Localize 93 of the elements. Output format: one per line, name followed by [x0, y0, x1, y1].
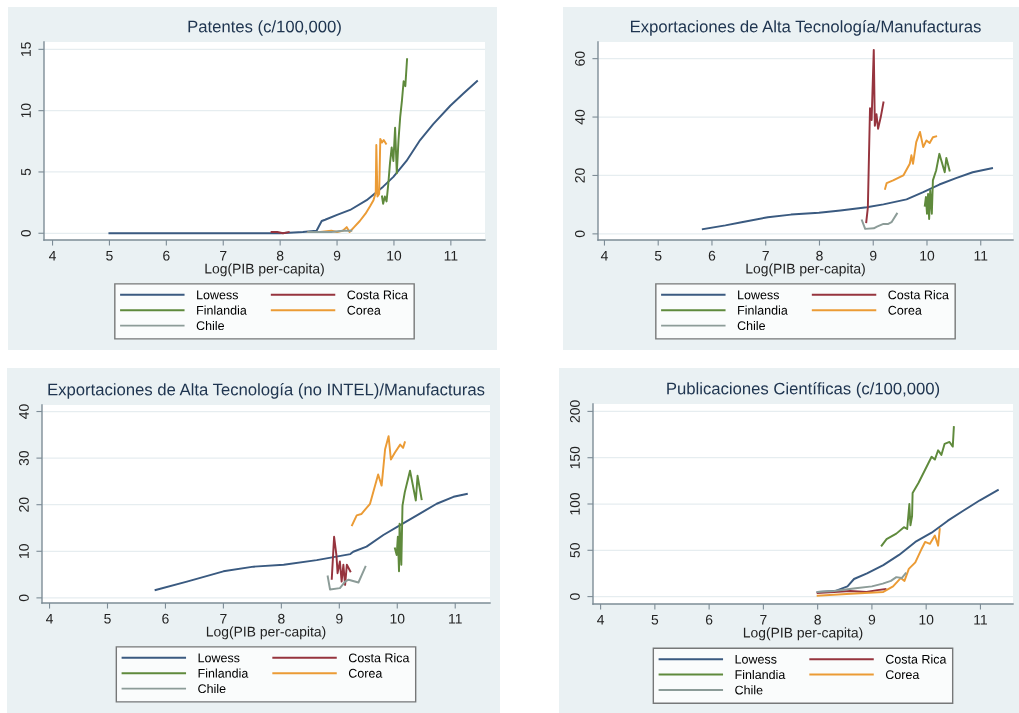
- y-tick-label: 40: [575, 109, 585, 125]
- y-tick-label: 20: [19, 497, 29, 512]
- x-tick-label: 4: [600, 250, 608, 261]
- x-tick-label: 8: [816, 250, 823, 261]
- legend-label: Costa Rica: [347, 290, 408, 300]
- legend-label: Finlandia: [197, 305, 247, 315]
- legend-label: Chile: [735, 685, 763, 695]
- x-tick-label: 6: [705, 614, 713, 625]
- x-axis-title: Log(PIB per-capita): [746, 263, 865, 277]
- line-series: [108, 80, 478, 235]
- x-tick-label: 9: [336, 613, 343, 624]
- y-tick-label: 0: [21, 229, 31, 237]
- legend-label: Lowess: [197, 290, 238, 300]
- x-tick-label: 10: [919, 614, 934, 625]
- y-tick-label: 100: [570, 492, 580, 515]
- line-series: [326, 565, 367, 591]
- y-tick-label: 0: [19, 594, 29, 602]
- chart-title: Exportaciones de Alta Tecnología (no INTEL)/Manufacturas: [48, 383, 485, 399]
- y-tick-label: 0: [575, 230, 585, 238]
- x-tick-label: 6: [162, 613, 169, 624]
- y-tick-label: 20: [575, 168, 585, 183]
- x-tick-label: 9: [870, 250, 877, 261]
- x-tick-label: 11: [449, 613, 462, 624]
- chart-title: Publicaciones Científicas (c/100,000): [667, 382, 940, 398]
- line-series: [860, 212, 898, 230]
- x-tick-label: 6: [708, 250, 716, 261]
- y-tick-label: 5: [21, 168, 31, 176]
- legend-label: Chile: [196, 320, 224, 331]
- legend-label: Costa Rica: [888, 290, 949, 300]
- chart-title: Exportaciones de Alta Tecnología/Manufacturas: [630, 20, 981, 36]
- legend-label: Finlandia: [738, 305, 788, 315]
- legend-label: Lowess: [198, 653, 240, 663]
- legend-label: Lowess: [738, 290, 779, 300]
- x-tick-label: 4: [45, 613, 53, 624]
- line-series: [816, 572, 907, 593]
- x-tick-label: 5: [654, 250, 662, 261]
- line-series: [154, 493, 468, 591]
- line-series: [880, 426, 955, 547]
- x-tick-label: 5: [106, 250, 113, 261]
- chart-title: Patentes (c/100,000): [188, 20, 341, 36]
- legend-label: Corea: [888, 305, 922, 315]
- y-tick-label: 10: [19, 544, 29, 558]
- line-series: [884, 130, 938, 190]
- legend-label: Lowess: [735, 654, 777, 664]
- legend-label: Chile: [198, 683, 226, 694]
- y-tick-label: 15: [21, 42, 31, 57]
- line-series: [381, 58, 409, 205]
- legend-label: Corea: [885, 670, 920, 680]
- x-tick-label: 4: [48, 250, 56, 261]
- line-series: [923, 152, 951, 220]
- x-tick-label: 5: [104, 613, 111, 624]
- x-tick-label: 9: [868, 614, 876, 625]
- line-series: [330, 535, 352, 586]
- x-tick-label: 8: [814, 614, 821, 625]
- x-axis-title: Log(PIB per-capita): [743, 627, 863, 641]
- line-series: [351, 435, 406, 527]
- y-tick-label: 40: [19, 404, 29, 419]
- line-series: [701, 167, 993, 231]
- x-tick-label: 9: [333, 250, 341, 261]
- legend-label: Finlandia: [735, 669, 786, 680]
- legend-label: Finlandia: [198, 668, 249, 678]
- legend-label: Costa Rica: [348, 653, 410, 663]
- x-axis-title: Log(PIB per-capita): [205, 263, 324, 277]
- x-tick-label: 8: [278, 613, 285, 624]
- line-series: [393, 469, 423, 573]
- x-axis-title: Log(PIB per-capita): [206, 626, 326, 640]
- legend-label: Chile: [737, 320, 765, 331]
- x-tick-label: 7: [220, 250, 227, 261]
- x-tick-label: 8: [276, 250, 284, 261]
- y-tick-label: 60: [575, 51, 585, 66]
- x-tick-label: 7: [760, 614, 767, 625]
- x-tick-label: 11: [974, 614, 987, 625]
- legend-label: Costa Rica: [885, 654, 947, 664]
- x-tick-label: 4: [597, 614, 605, 625]
- y-tick-label: 0: [570, 593, 580, 600]
- y-tick-label: 10: [21, 103, 31, 118]
- x-tick-label: 5: [651, 614, 659, 625]
- x-tick-label: 7: [220, 613, 227, 624]
- x-tick-label: 10: [920, 250, 935, 261]
- x-tick-label: 11: [444, 250, 458, 261]
- y-tick-label: 150: [570, 446, 580, 469]
- x-tick-label: 10: [387, 250, 402, 261]
- x-tick-label: 11: [974, 250, 988, 261]
- x-tick-label: 6: [163, 250, 170, 261]
- y-tick-label: 200: [570, 400, 580, 423]
- x-tick-label: 7: [762, 250, 769, 261]
- y-tick-label: 50: [570, 543, 580, 558]
- legend-label: Corea: [347, 305, 381, 315]
- line-series: [865, 48, 885, 224]
- x-tick-label: 10: [390, 613, 405, 624]
- line-series: [816, 528, 941, 597]
- legend-label: Corea: [348, 668, 383, 678]
- y-tick-label: 30: [19, 450, 29, 466]
